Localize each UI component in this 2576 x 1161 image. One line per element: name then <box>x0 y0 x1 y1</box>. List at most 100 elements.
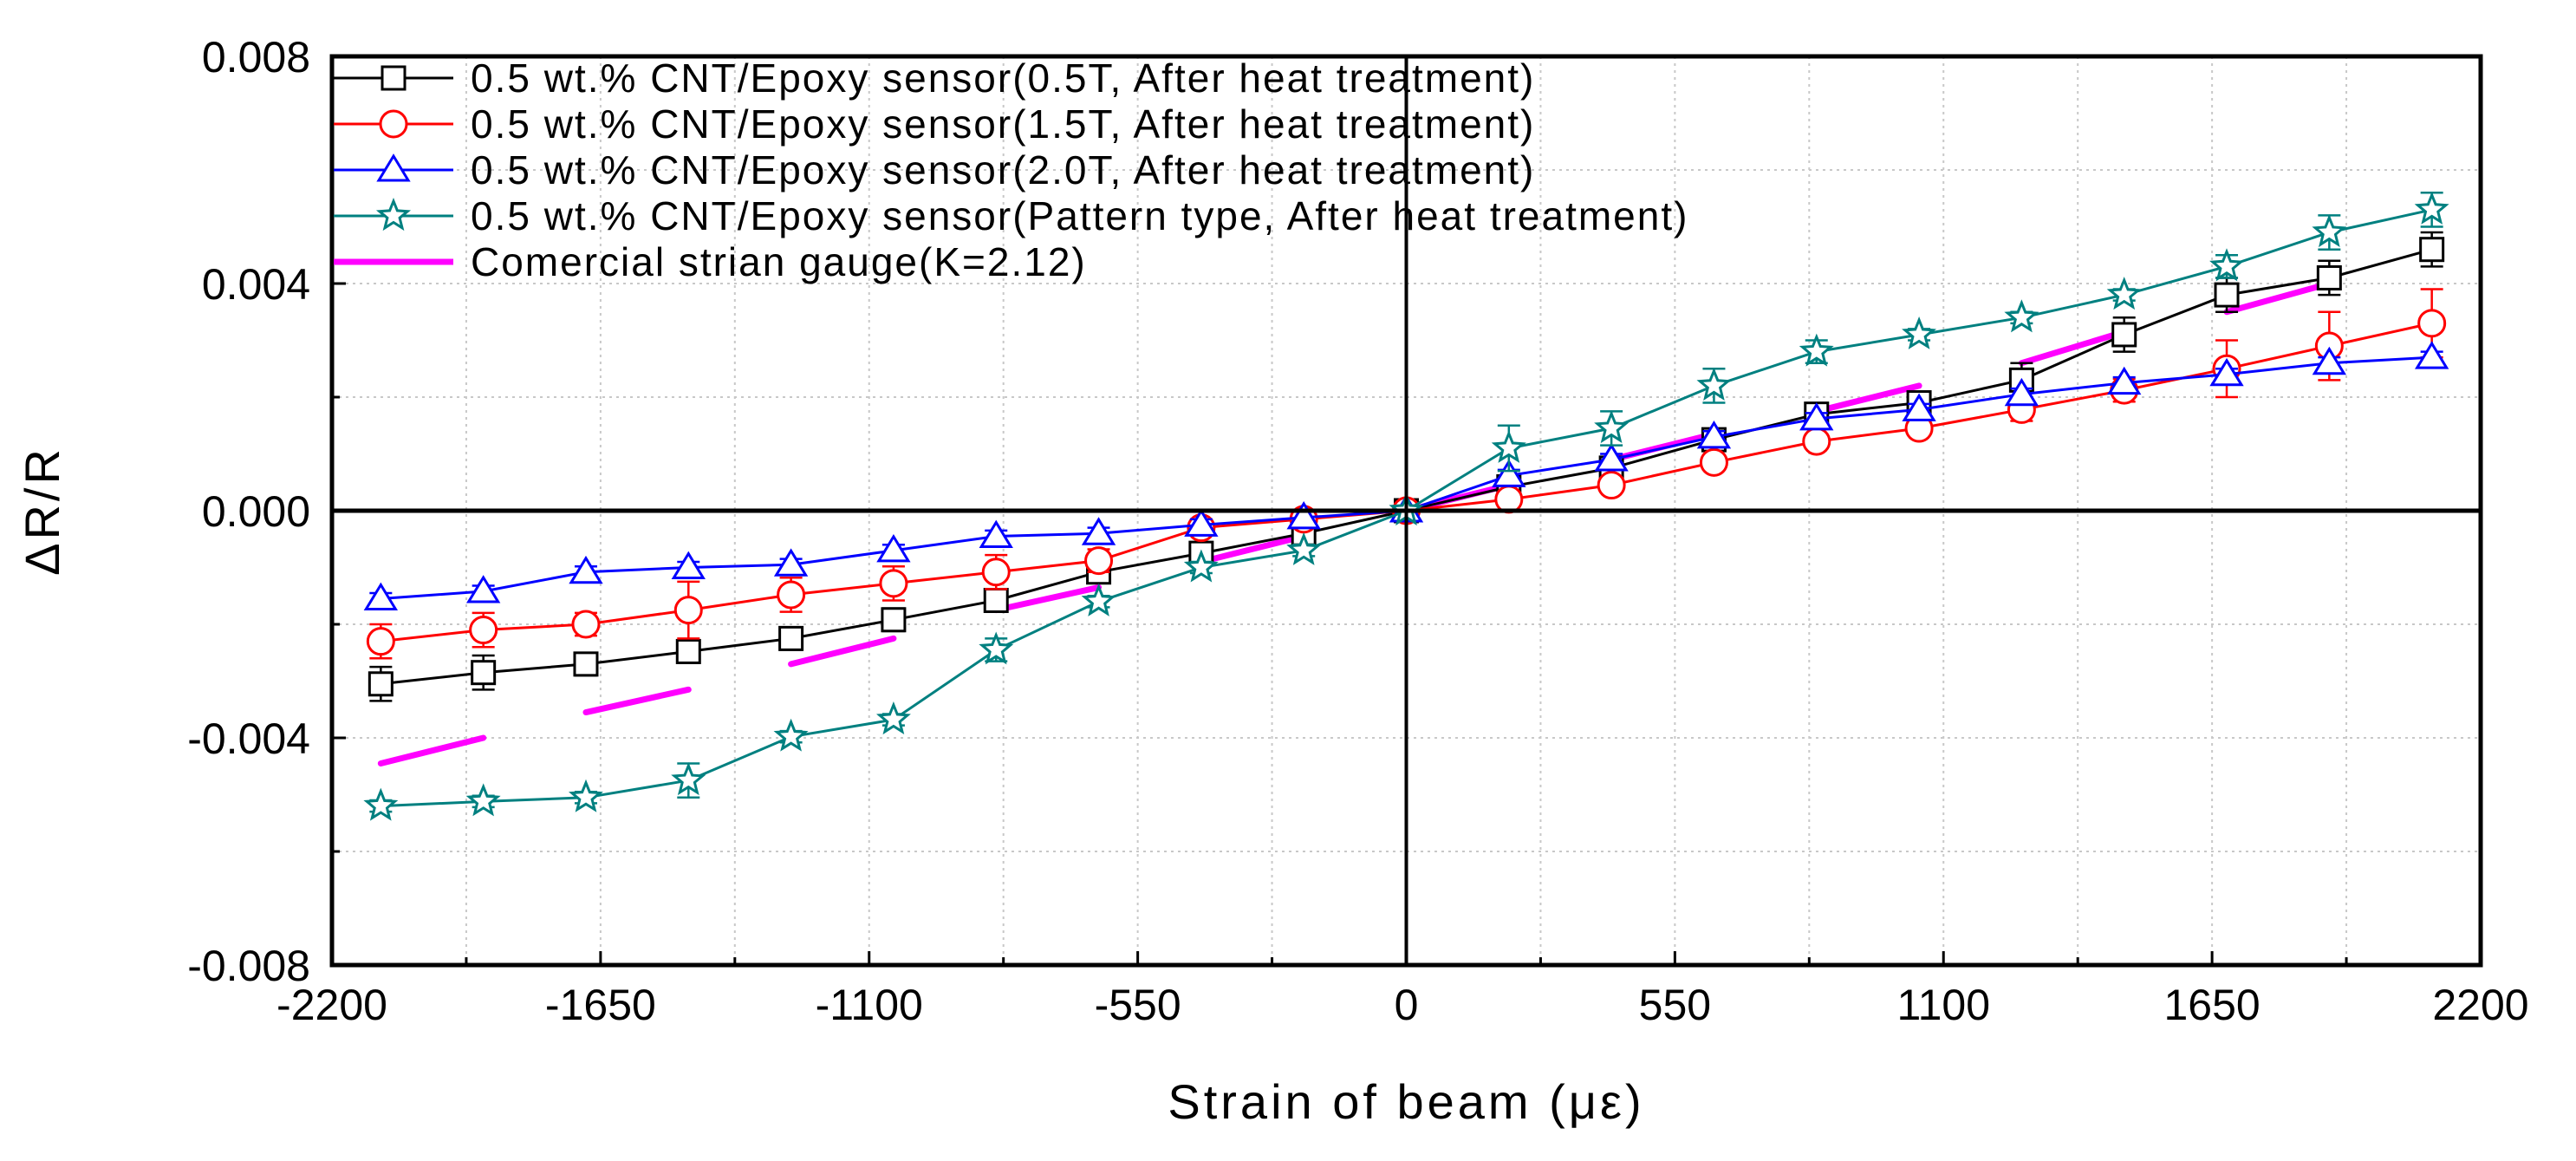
data-point <box>571 610 601 639</box>
data-point <box>1492 459 1526 487</box>
data-series <box>363 191 2449 821</box>
data-point <box>1799 333 1834 367</box>
legend-item-2: 0.5 wt.% CNT/Epoxy sensor(1.5T, After he… <box>334 101 1535 147</box>
legend-marker <box>381 65 407 91</box>
data-point <box>568 779 603 812</box>
data-point <box>1696 367 1732 401</box>
reference-segment <box>582 686 692 716</box>
data-point <box>1184 508 1219 537</box>
data-point <box>569 555 603 584</box>
reference-segment <box>2018 329 2128 367</box>
data-point <box>2111 322 2137 348</box>
x-tick-label: 2200 <box>2432 981 2528 1029</box>
reference-segment <box>1813 382 1922 414</box>
legend-item-5: Comercial strian gauge(K=2.12) <box>334 239 1087 284</box>
data-point <box>471 660 497 686</box>
data-point <box>366 627 395 656</box>
legend-marker <box>376 153 411 182</box>
legend-item-4: 0.5 wt.% CNT/Epoxy sensor(Pattern type, … <box>334 193 1688 238</box>
data-point <box>1902 393 1936 421</box>
data-point <box>1084 546 1114 576</box>
data-point <box>881 607 907 633</box>
legend: 0.5 wt.% CNT/Epoxy sensor(0.5T, After he… <box>334 55 1688 284</box>
x-tick-label: 1100 <box>1896 981 1990 1029</box>
data-point <box>2417 309 2447 338</box>
data-point <box>981 558 1011 587</box>
data-point <box>363 582 399 611</box>
reference-segment <box>1198 532 1307 565</box>
data-point <box>879 569 908 598</box>
data-point <box>1491 429 1526 463</box>
legend-label: 0.5 wt.% CNT/Epoxy sensor(Pattern type, … <box>471 193 1688 238</box>
legend-item-1: 0.5 wt.% CNT/Epoxy sensor(0.5T, After he… <box>334 55 1535 101</box>
data-point <box>777 580 806 610</box>
data-point <box>675 638 701 664</box>
data-point <box>1081 583 1116 616</box>
data-point <box>1699 447 1728 477</box>
y-tick-label: -0.004 <box>187 714 310 763</box>
data-point <box>778 625 804 651</box>
y-tick-label: 0.000 <box>202 487 310 536</box>
reference-line-segments <box>377 280 2332 766</box>
data-point <box>465 575 501 603</box>
data-point <box>876 533 911 563</box>
x-axis-title: Strain of beam (με) <box>1168 1074 1644 1129</box>
data-point <box>2312 214 2347 248</box>
data-point <box>1081 517 1116 545</box>
data-point <box>2209 248 2245 282</box>
data-point <box>2419 237 2445 263</box>
legend-label: Comercial strian gauge(K=2.12) <box>471 239 1087 284</box>
data-point <box>573 651 599 677</box>
ticks: -2200 -1650 -1100 -550 0 550 1100 1650 2200 -0.00… <box>187 33 2528 1029</box>
data-point <box>773 718 809 752</box>
data-point <box>1286 532 1322 565</box>
data-point <box>2214 282 2240 308</box>
data-point <box>876 701 911 735</box>
data-point <box>1799 401 1834 431</box>
data-point <box>2414 341 2449 369</box>
data-point <box>368 671 394 697</box>
legend-item-3: 0.5 wt.% CNT/Epoxy sensor(2.0T, After he… <box>334 147 1535 192</box>
x-tick-label: -1100 <box>816 981 923 1029</box>
data-point <box>983 587 1009 613</box>
x-tick-label: -550 <box>1095 981 1181 1029</box>
data-point <box>2414 191 2449 225</box>
legend-label: 0.5 wt.% CNT/Epoxy sensor(1.5T, After he… <box>471 101 1535 147</box>
data-point <box>1183 549 1219 583</box>
y-tick-label: -0.008 <box>187 942 310 990</box>
y-tick-label: 0.008 <box>202 33 310 82</box>
x-tick-label: -1650 <box>545 981 656 1029</box>
data-point <box>2312 346 2347 375</box>
data-point <box>2209 357 2244 387</box>
data-point <box>1286 500 1321 530</box>
data-point <box>1594 443 1629 472</box>
data-point <box>465 783 501 817</box>
data-point <box>469 616 498 645</box>
legend-label: 0.5 wt.% CNT/Epoxy sensor(2.0T, After he… <box>471 147 1535 192</box>
data-point <box>2004 377 2039 407</box>
data-point <box>671 551 706 579</box>
reference-segment <box>992 584 1103 614</box>
data-point <box>671 762 706 796</box>
data-point <box>773 548 809 577</box>
data-point <box>1494 485 1524 514</box>
data-point <box>2316 264 2342 290</box>
x-tick-label: 1650 <box>2164 981 2261 1029</box>
data-point <box>2106 277 2142 310</box>
data-point <box>1597 471 1626 500</box>
legend-label: 0.5 wt.% CNT/Epoxy sensor(0.5T, After he… <box>471 55 1535 101</box>
x-tick-label: 0 <box>1395 981 1419 1029</box>
data-point <box>2004 299 2039 333</box>
y-tick-label: 0.004 <box>202 260 310 309</box>
data-point <box>979 519 1013 548</box>
legend-marker <box>375 197 412 232</box>
data-point <box>2107 366 2142 395</box>
x-tick-label: 550 <box>1639 981 1711 1029</box>
legend-marker <box>379 109 408 139</box>
y-axis-title: ΔR/R <box>15 446 69 576</box>
data-point <box>363 787 399 821</box>
data-point <box>1902 316 1936 349</box>
reference-segment <box>788 635 897 668</box>
x-tick-label: -2200 <box>276 981 387 1029</box>
